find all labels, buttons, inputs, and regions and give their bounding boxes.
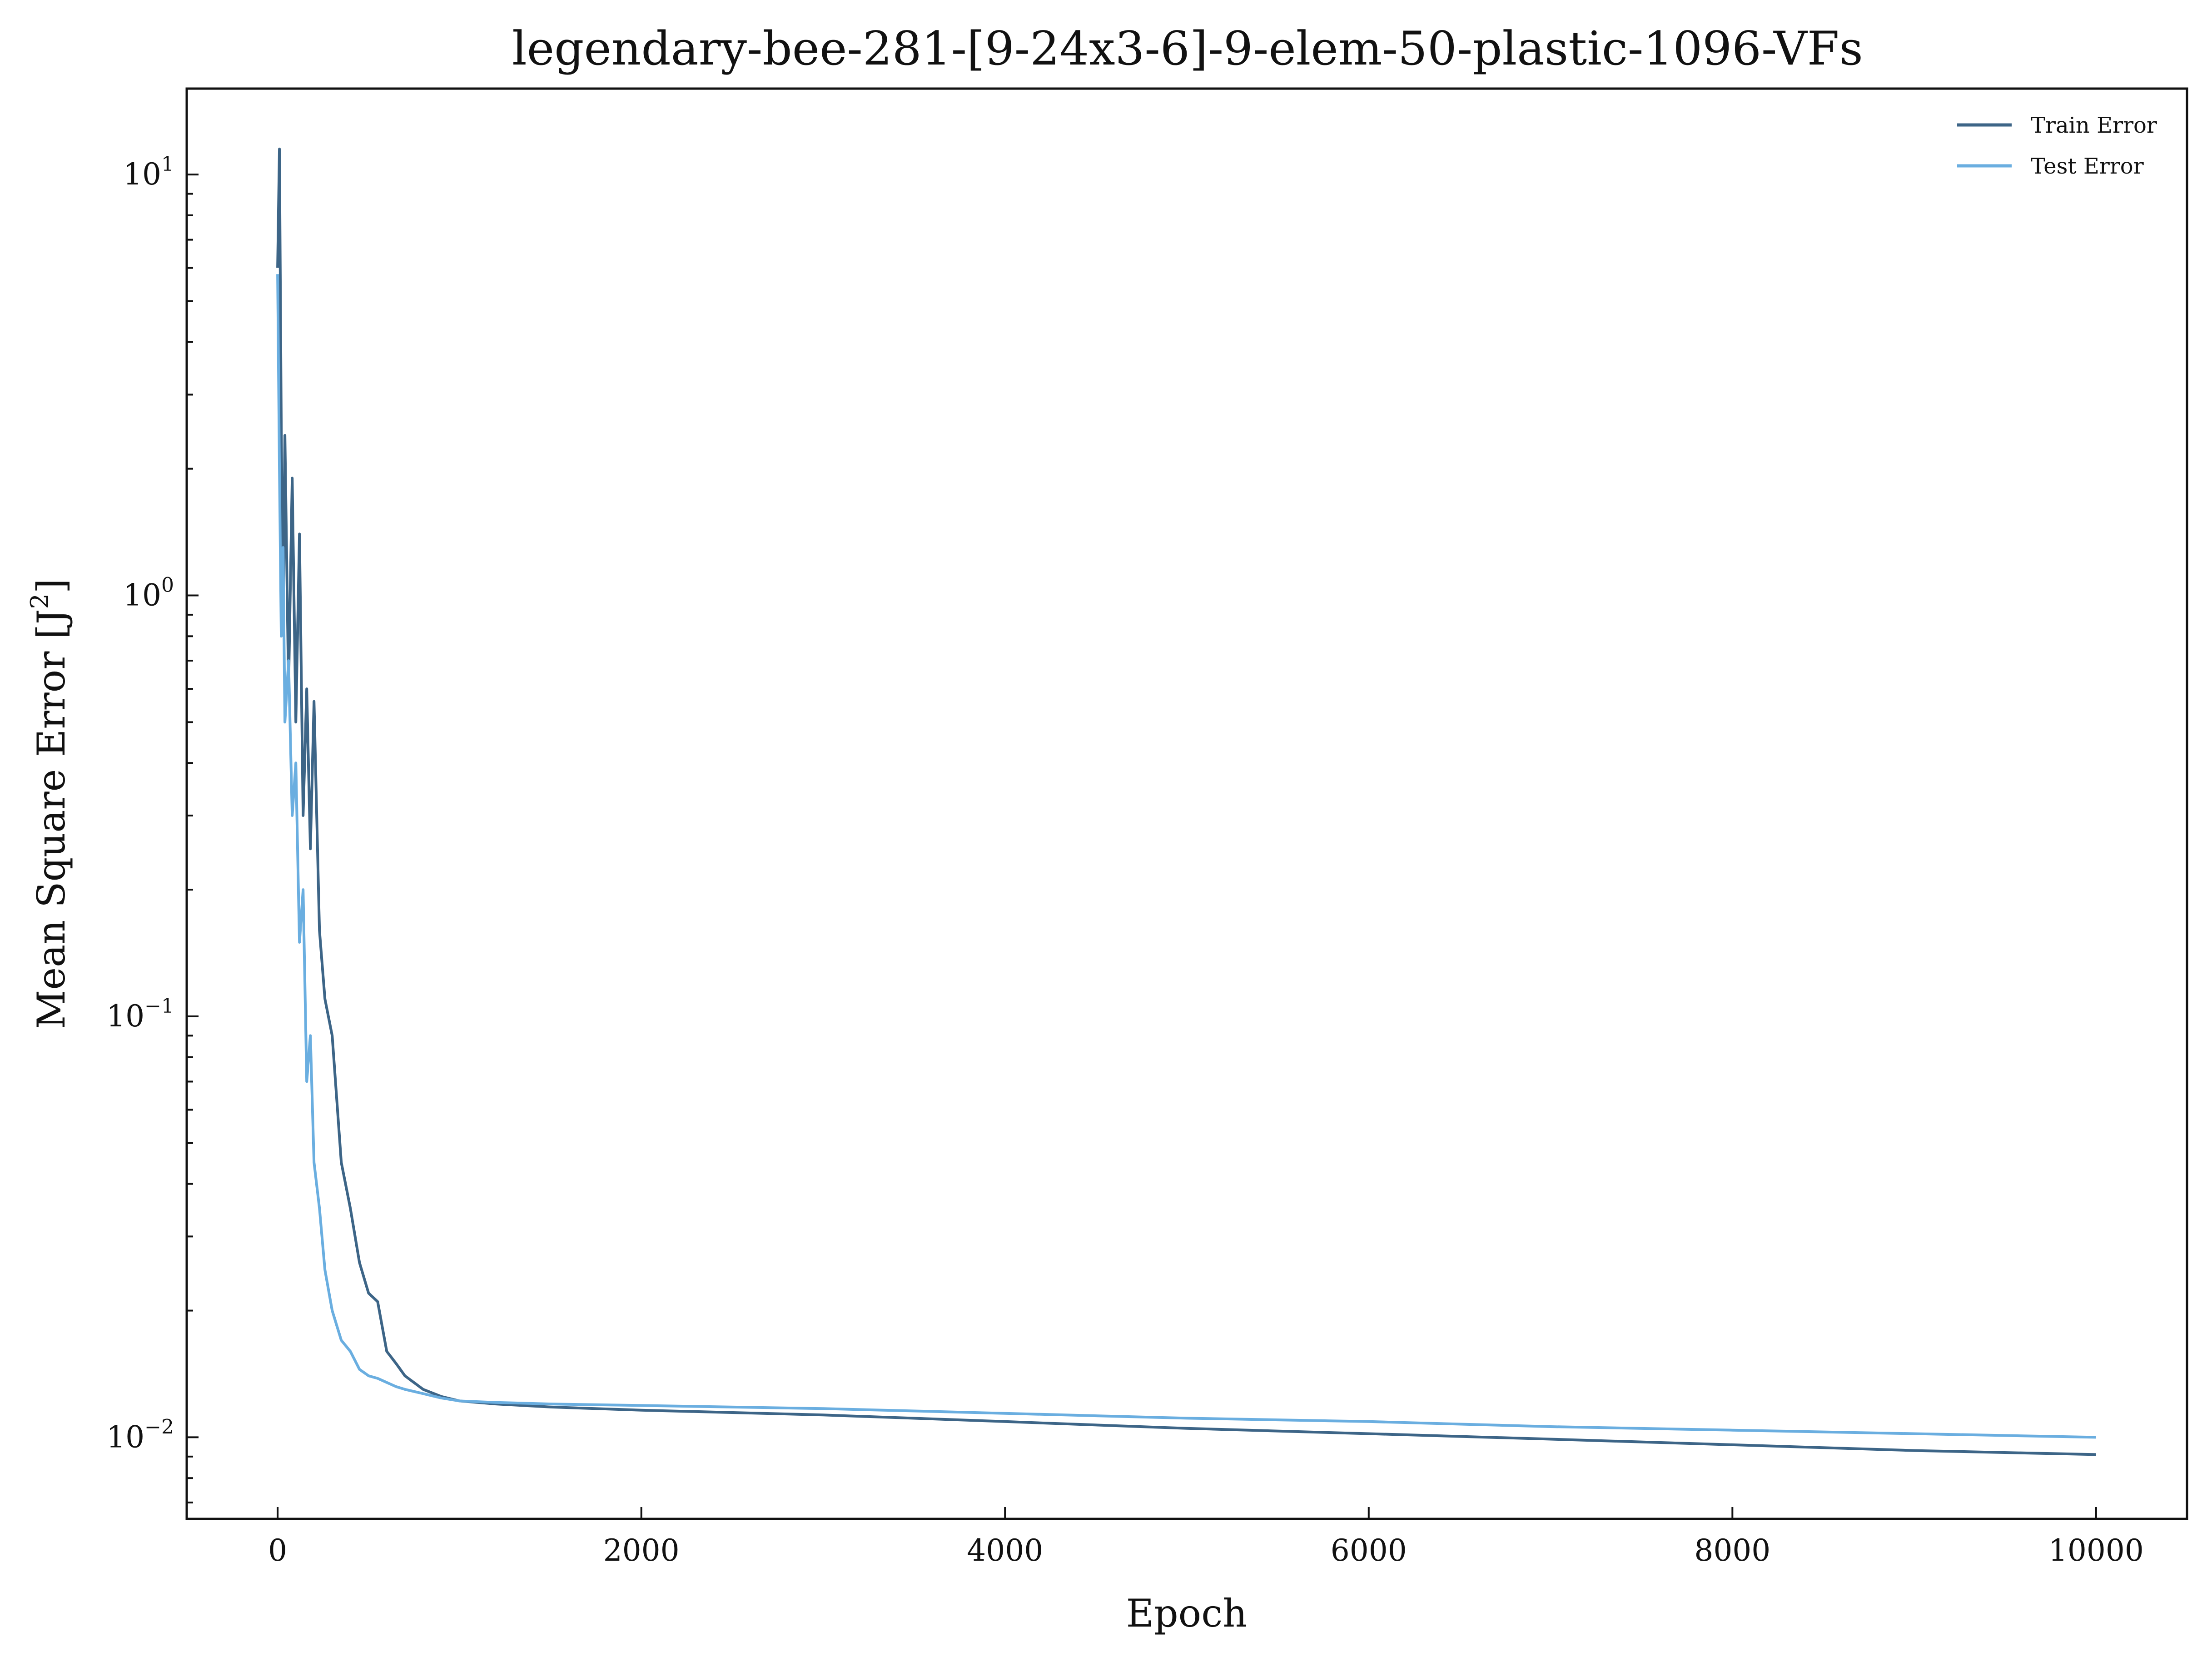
legend-label-test-error: Test Error (2031, 154, 2144, 179)
x-tick-label: 2000 (603, 1533, 680, 1568)
x-tick-label: 10000 (2048, 1533, 2144, 1568)
y-tick-label: 100 (123, 574, 174, 613)
chart-title: legendary-bee-281-[9-24x3-6]-9-elem-50-p… (512, 22, 1863, 76)
y-axis-label: Mean Square Error [J2] (25, 578, 74, 1029)
y-axis-label-suffix: ] (29, 578, 74, 593)
x-tick-label: 0 (268, 1533, 287, 1568)
plot-area (185, 87, 2188, 1520)
y-tick-label: 10−2 (106, 1415, 174, 1454)
plot-frame (185, 87, 2188, 1520)
legend: Train Error Test Error (1957, 113, 2157, 179)
series-layer (276, 147, 2096, 1456)
x-axis: 0 2000 4000 6000 8000 10000 (268, 1507, 2144, 1568)
y-axis: 101 100 10−1 10−2 (106, 153, 199, 1503)
x-tick-label: 4000 (967, 1533, 1043, 1568)
legend-label-train-error: Train Error (2031, 113, 2157, 138)
series-line-test-error (276, 274, 2096, 1439)
x-axis-label: Epoch (1126, 1591, 1248, 1636)
y-tick-label: 10−1 (106, 995, 174, 1034)
x-tick-label: 8000 (1694, 1533, 1770, 1568)
y-axis-label-exponent: 2 (25, 593, 54, 609)
x-tick-label: 6000 (1331, 1533, 1407, 1568)
series-line-train-error (276, 147, 2096, 1456)
y-tick-label: 101 (123, 153, 174, 192)
y-axis-label-main: Mean Square Error [J (29, 609, 74, 1029)
